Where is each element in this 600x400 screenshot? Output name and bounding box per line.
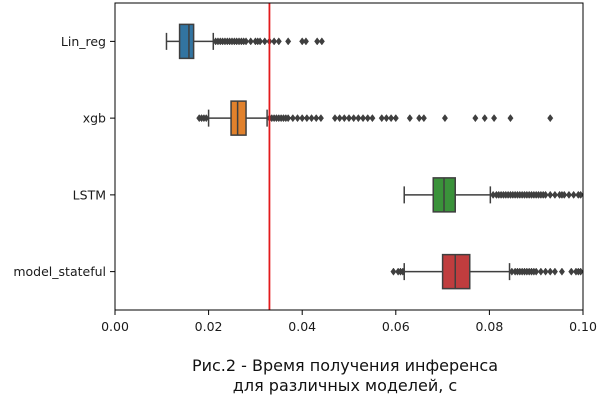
outlier-point bbox=[257, 37, 264, 46]
plot-frame bbox=[114, 2, 584, 311]
outlier-point bbox=[289, 114, 296, 123]
outlier-point bbox=[491, 114, 498, 123]
outlier-point bbox=[285, 37, 292, 46]
outlier-point bbox=[314, 37, 321, 46]
outlier-point bbox=[547, 267, 554, 276]
outlier-point bbox=[533, 267, 540, 276]
box-iqr bbox=[178, 23, 195, 60]
outlier-point bbox=[341, 114, 348, 123]
outlier-point bbox=[243, 37, 250, 46]
boxplot-lstm bbox=[403, 177, 584, 213]
outlier-point bbox=[331, 114, 338, 123]
outlier-point bbox=[303, 114, 310, 123]
boxplot-xgb bbox=[196, 100, 554, 136]
outlier-point bbox=[420, 114, 427, 123]
outlier-point bbox=[308, 114, 315, 123]
outlier-point bbox=[441, 114, 448, 123]
outlier-point bbox=[317, 114, 324, 123]
outlier-point bbox=[537, 267, 544, 276]
caption-line-2: для различных моделей, с bbox=[232, 376, 458, 395]
outlier-point bbox=[390, 267, 397, 276]
outlier-point bbox=[577, 267, 584, 276]
outlier-point bbox=[542, 267, 549, 276]
outlier-point bbox=[547, 114, 554, 123]
y-tick-label: xgb bbox=[83, 111, 106, 126]
outlier-point bbox=[558, 267, 565, 276]
x-tick-label: 0.02 bbox=[195, 319, 223, 334]
outlier-point bbox=[561, 190, 568, 199]
outlier-point bbox=[542, 190, 549, 199]
x-tick-label: 0.00 bbox=[101, 319, 129, 334]
outlier-point bbox=[336, 114, 343, 123]
outlier-point bbox=[313, 114, 320, 123]
boxplot-lin-reg bbox=[165, 23, 325, 60]
outlier-point bbox=[261, 37, 268, 46]
outlier-point bbox=[472, 114, 479, 123]
box-iqr bbox=[441, 253, 471, 290]
outlier-point bbox=[369, 114, 376, 123]
y-tick-label: LSTM bbox=[73, 187, 106, 202]
outlier-point bbox=[294, 114, 301, 123]
outlier-point bbox=[551, 267, 558, 276]
boxplot-model-stateful bbox=[390, 253, 584, 290]
y-tick-label: model_stateful bbox=[13, 264, 106, 279]
outlier-point bbox=[275, 37, 282, 46]
outlier-point bbox=[570, 190, 577, 199]
outlier-point bbox=[364, 114, 371, 123]
outlier-point bbox=[392, 114, 399, 123]
x-axis: 0.00 0.02 0.04 0.06 0.08 0.10 bbox=[101, 310, 597, 334]
outlier-point bbox=[247, 37, 254, 46]
outlier-point bbox=[507, 114, 514, 123]
figure-caption: Рис.2 - Время получения инференса для ра… bbox=[0, 356, 600, 396]
outlier-point bbox=[383, 114, 390, 123]
outlier-point bbox=[551, 190, 558, 199]
outlier-point bbox=[399, 267, 406, 276]
outlier-point bbox=[388, 114, 395, 123]
boxes-layer bbox=[165, 23, 584, 290]
box-iqr bbox=[230, 100, 247, 136]
outlier-point bbox=[481, 114, 488, 123]
x-tick-label: 0.04 bbox=[288, 319, 316, 334]
outlier-point bbox=[345, 114, 353, 123]
outlier-point bbox=[355, 114, 362, 123]
outlier-point bbox=[577, 190, 584, 199]
outlier-point bbox=[565, 190, 572, 199]
outlier-point bbox=[360, 114, 367, 123]
outlier-point bbox=[547, 190, 554, 199]
x-tick-label: 0.10 bbox=[569, 319, 597, 334]
outlier-point bbox=[350, 114, 357, 123]
outlier-point bbox=[302, 37, 309, 46]
outlier-point bbox=[568, 267, 575, 276]
outlier-point bbox=[299, 114, 306, 123]
caption-line-1: Рис.2 - Время получения инференса bbox=[191, 356, 499, 375]
outlier-point bbox=[318, 37, 325, 46]
outlier-point bbox=[378, 114, 385, 123]
outlier-point bbox=[271, 37, 278, 46]
outlier-point bbox=[203, 114, 210, 123]
outlier-point bbox=[406, 114, 413, 123]
outlier-point bbox=[285, 114, 292, 123]
outlier-point bbox=[416, 114, 423, 123]
x-tick-label: 0.06 bbox=[382, 319, 410, 334]
x-tick-label: 0.08 bbox=[475, 319, 503, 334]
y-tick-label: Lin_reg bbox=[61, 34, 106, 49]
